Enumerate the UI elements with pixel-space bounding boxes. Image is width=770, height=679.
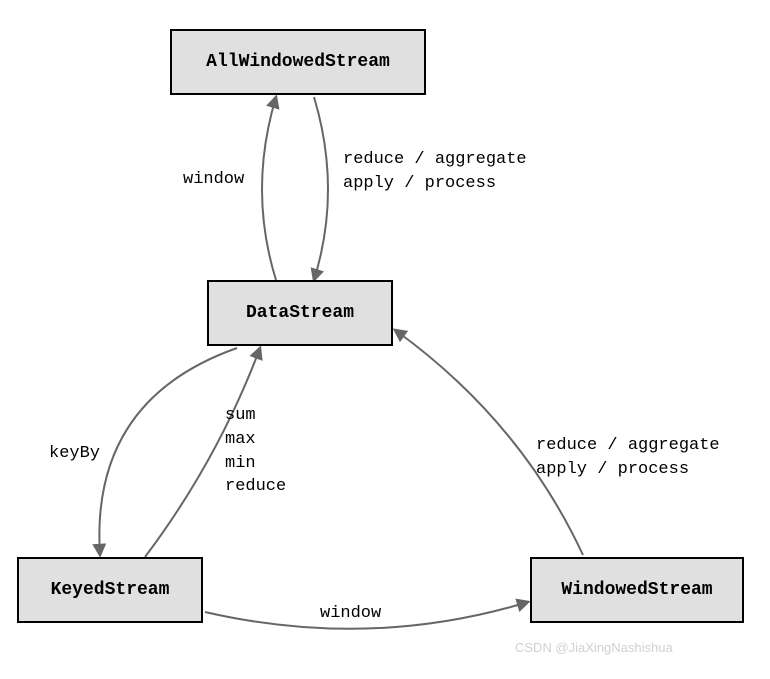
node-keyed-stream: KeyedStream — [17, 557, 203, 623]
watermark: CSDN @JiaXingNashishua — [515, 640, 673, 655]
node-label: KeyedStream — [51, 580, 170, 600]
edge-label-reduce-top: reduce / aggregate apply / process — [343, 148, 527, 196]
node-label: WindowedStream — [561, 580, 712, 600]
edge-keyby — [99, 348, 237, 555]
edge-reduce-down — [314, 97, 328, 280]
edge-label-window-top: window — [183, 168, 244, 192]
node-all-windowed-stream: AllWindowedStream — [170, 29, 426, 95]
node-label: AllWindowedStream — [206, 52, 390, 72]
edge-label-keyby: keyBy — [49, 442, 100, 466]
node-windowed-stream: WindowedStream — [530, 557, 744, 623]
edge-label-sum: sum max min reduce — [225, 404, 286, 499]
edge-label-window-bottom: window — [320, 602, 381, 626]
diagram-canvas: AllWindowedStream DataStream KeyedStream… — [0, 0, 770, 679]
edge-label-reduce-right: reduce / aggregate apply / process — [536, 434, 720, 482]
edge-window-up — [262, 97, 276, 280]
node-label: DataStream — [246, 303, 354, 323]
node-data-stream: DataStream — [207, 280, 393, 346]
